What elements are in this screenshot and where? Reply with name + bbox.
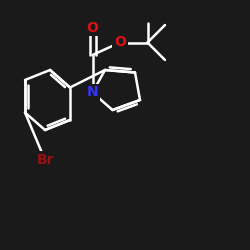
Text: N: N [87, 86, 98, 100]
Text: Br: Br [36, 153, 54, 167]
Text: O: O [86, 20, 99, 34]
Text: O: O [114, 36, 126, 50]
